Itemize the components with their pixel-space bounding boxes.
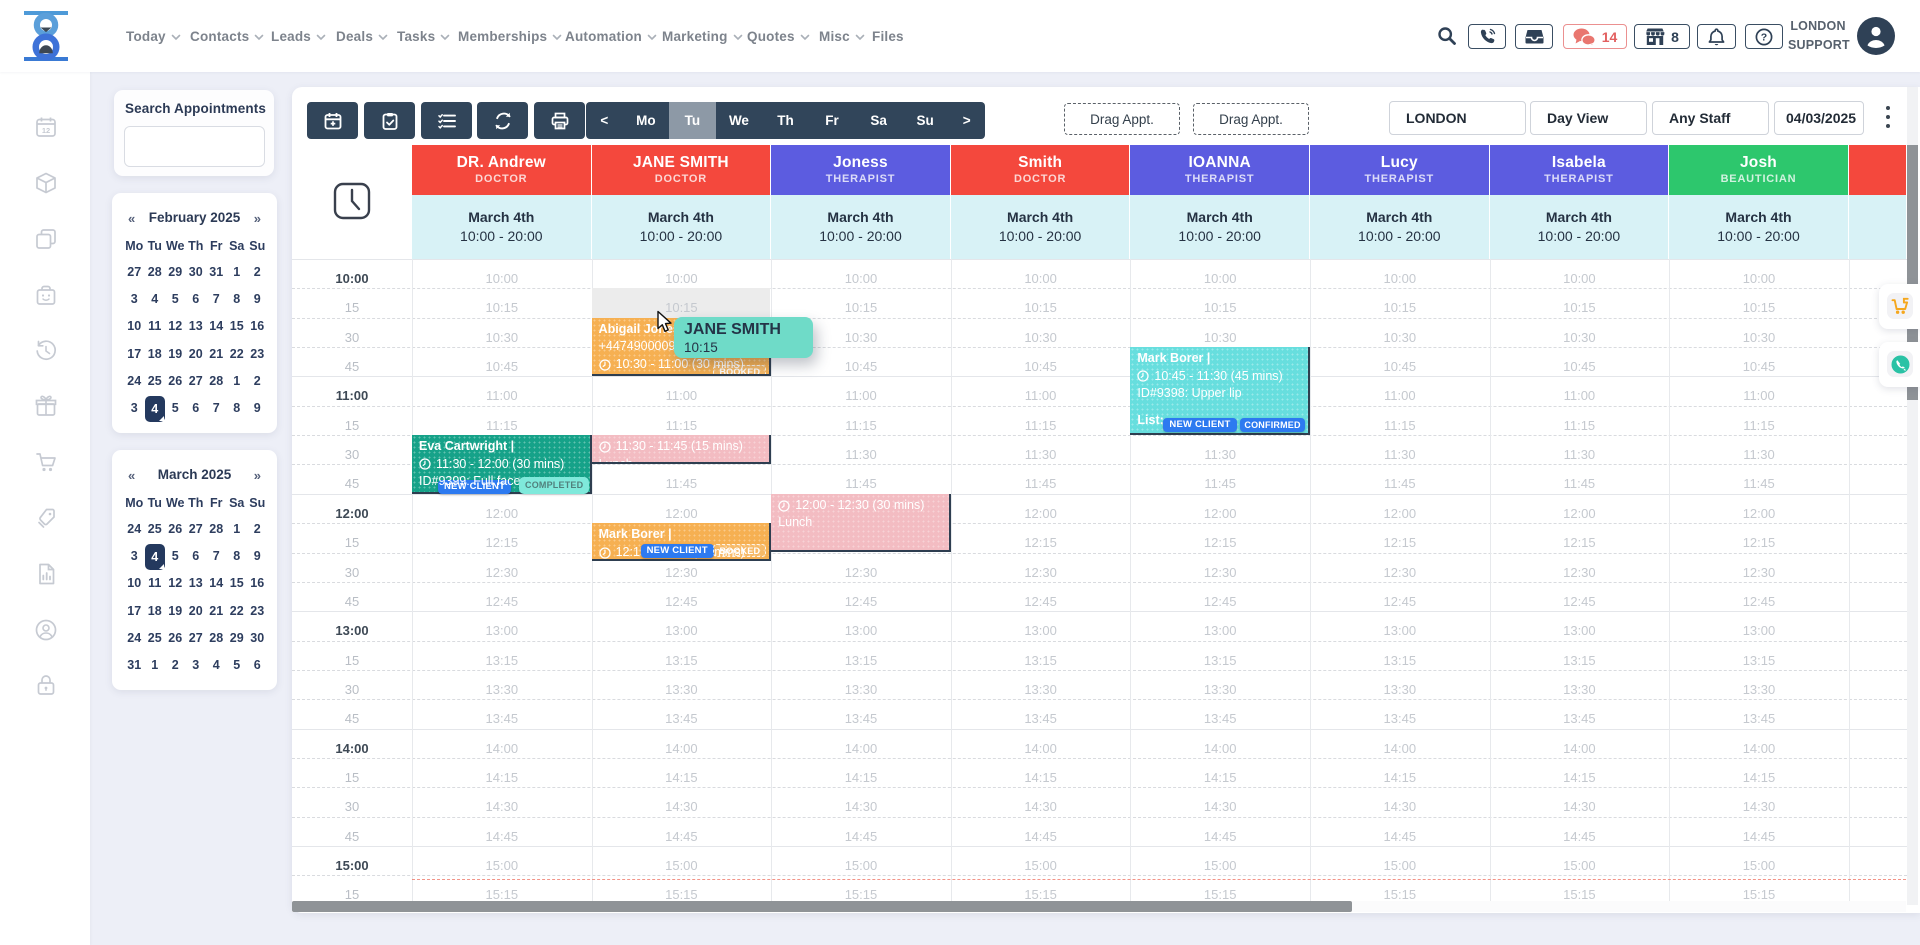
svg-text:?: ? bbox=[1761, 31, 1767, 43]
svg-text:12: 12 bbox=[42, 126, 50, 135]
